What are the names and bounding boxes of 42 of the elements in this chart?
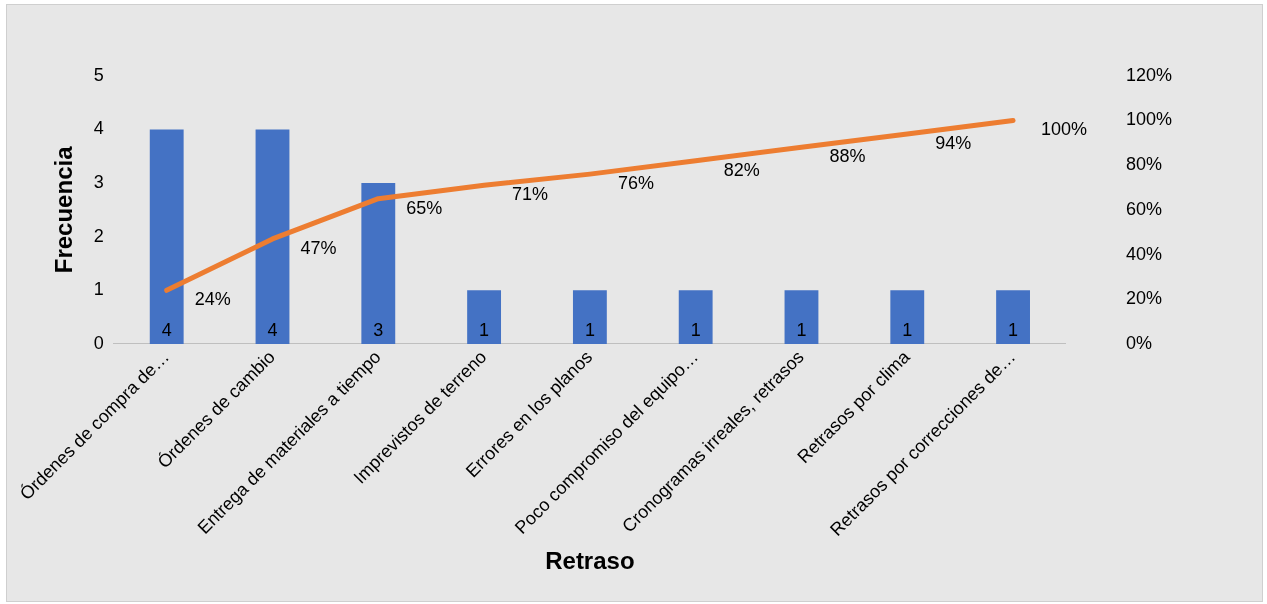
y-tick-label: 0 [93,332,104,353]
data-label: 47% [300,237,337,258]
y-tick-label: 5 [93,64,104,85]
bar [255,129,290,344]
y-tick-label: 3 [93,172,104,193]
y-axis-title: Frecuencia [50,145,78,274]
x-axis-title: Retraso [545,547,635,575]
bar [678,290,713,344]
bar [361,183,396,344]
y2-tick-label: 80% [1125,154,1162,175]
data-label: 1 [479,319,490,340]
data-label: 1 [902,319,913,340]
y2-tick-label: 120% [1125,64,1173,85]
data-label: 65% [406,197,443,218]
data-label: 1 [690,319,701,340]
bar [784,290,819,344]
data-label: 4 [267,319,278,340]
data-label: 1 [1008,319,1019,340]
data-label: 3 [373,319,384,340]
y-tick-label: 4 [93,118,104,139]
data-label: 71% [512,184,549,205]
data-label: 1 [584,319,595,340]
bar [467,290,502,344]
data-label: 82% [723,159,760,180]
data-label: 76% [617,173,654,194]
y2-tick-label: 0% [1125,332,1152,353]
bar [572,290,607,344]
data-label: 94% [935,132,972,153]
bar [149,129,184,344]
bar [996,290,1030,344]
y-tick-label: 2 [93,225,104,246]
y-tick-label: 1 [93,279,104,300]
data-label: 1 [796,319,807,340]
data-label: 100% [1041,119,1088,140]
y2-tick-label: 40% [1125,243,1162,264]
data-label: 4 [161,319,172,340]
bar [890,290,925,344]
y2-tick-label: 100% [1125,109,1173,130]
data-label: 88% [829,146,866,167]
y2-tick-label: 60% [1125,198,1162,219]
data-label: 24% [194,289,231,310]
y2-tick-label: 20% [1125,288,1162,309]
